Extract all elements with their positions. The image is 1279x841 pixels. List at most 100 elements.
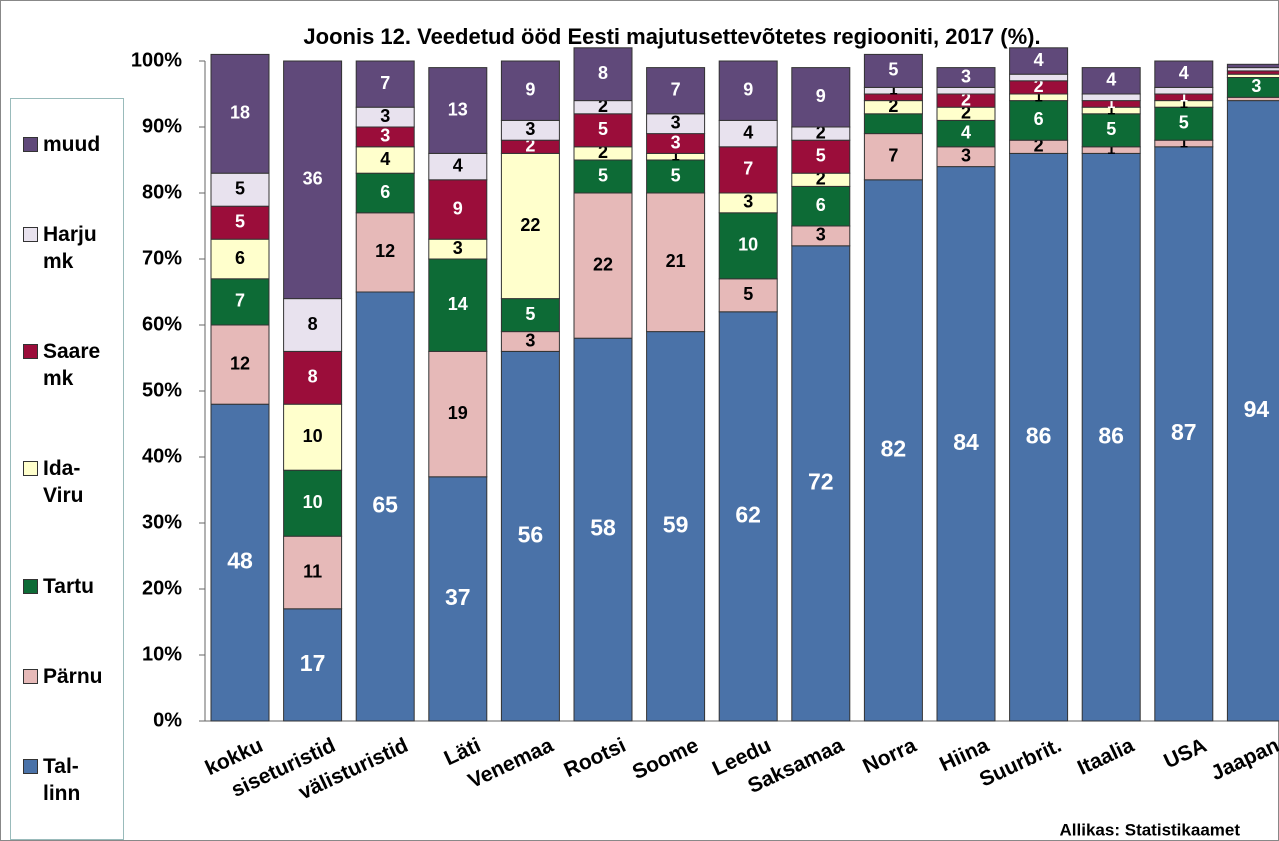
data-label: 48: [227, 548, 253, 574]
bar-segment: [1081, 152, 1141, 722]
data-label: 9: [525, 79, 535, 99]
data-label: 2: [598, 142, 608, 162]
data-label: 1: [1180, 95, 1188, 112]
bar-segment: [1009, 47, 1069, 75]
data-label: 4: [453, 155, 463, 175]
bar-segment: [573, 113, 633, 148]
data-label: 4: [1106, 70, 1116, 90]
data-label: 6: [816, 195, 826, 215]
data-label: 2: [1034, 136, 1044, 156]
bar-segment: [863, 113, 923, 135]
data-label: 1: [1180, 134, 1188, 151]
data-label: 3: [380, 106, 390, 126]
data-label: 22: [593, 254, 613, 274]
data-label: 1: [1107, 95, 1115, 112]
data-label: 3: [525, 330, 535, 350]
data-label: 2: [525, 136, 535, 156]
bar-segment: [936, 67, 996, 88]
data-label: 87: [1171, 419, 1197, 445]
data-label: 7: [743, 159, 753, 179]
data-label: 1: [1034, 88, 1042, 105]
legend: Tal-linn Pärnu Tartu Ida-Viru Saare mk Harju …: [10, 98, 124, 840]
bar-segment: [1154, 86, 1214, 95]
legend-swatch: [23, 226, 38, 242]
data-label: 82: [881, 435, 907, 461]
data-label: 11: [303, 561, 322, 581]
data-label: 6: [380, 182, 390, 202]
data-label: 2: [888, 96, 898, 116]
data-label: 7: [235, 291, 245, 311]
data-label: 5: [816, 145, 826, 165]
bar-segment: [1081, 93, 1141, 102]
legend-swatch: [23, 344, 38, 360]
bar-segment: [718, 60, 778, 121]
bar-segment: [500, 298, 560, 333]
data-label: 21: [666, 251, 686, 271]
data-label: 86: [1026, 422, 1052, 448]
data-label: 5: [1106, 119, 1116, 139]
legend-label: Harju mk: [43, 222, 97, 273]
data-label: 3: [453, 238, 463, 258]
bar-segment: [210, 172, 270, 207]
bar-segment: [428, 67, 488, 154]
data-label: 8: [308, 367, 318, 387]
data-label: 18: [230, 103, 250, 123]
legend-item: Harju mk: [11, 221, 123, 275]
bar-segment: [718, 119, 778, 148]
data-label: 36: [303, 169, 323, 189]
bar-segment: [573, 337, 633, 722]
bar-segment: [210, 205, 270, 240]
data-label: 5: [671, 165, 681, 185]
data-label: 9: [816, 86, 826, 106]
legend-swatch: [23, 759, 38, 775]
data-label: 19: [448, 403, 468, 423]
data-label: 4: [1179, 63, 1189, 83]
data-label: 4: [1034, 50, 1044, 70]
bar-segment: [355, 212, 415, 293]
bar-segment: [936, 86, 996, 95]
data-label: 10: [303, 492, 323, 512]
bar-segment: [1009, 73, 1069, 82]
bar-segment: [1154, 60, 1214, 88]
data-label: 2: [1034, 76, 1044, 96]
x-tick-label: Itaalia: [1074, 734, 1138, 780]
data-label: 14: [448, 294, 468, 314]
data-label: 9: [453, 198, 463, 218]
data-label: 1: [889, 82, 897, 99]
bar-segment: [210, 403, 270, 722]
y-tick-label: 20%: [142, 577, 182, 599]
data-label: 56: [518, 521, 544, 547]
data-label: 4: [961, 122, 971, 142]
bar-segment: [500, 350, 560, 722]
data-label: 3: [961, 145, 971, 165]
bar-segment: [1081, 67, 1141, 95]
bar-segment: [283, 535, 343, 610]
bar-segment: [500, 60, 560, 121]
source: Allikas: Statistikaamet: [1060, 820, 1241, 839]
bar-segment: [573, 47, 633, 102]
bar-segment: [646, 331, 706, 722]
bar-segment: [1081, 113, 1141, 148]
legend-item: muud: [11, 131, 123, 158]
data-label: 5: [598, 165, 608, 185]
data-label: 1: [1180, 88, 1188, 105]
data-label: 9: [743, 79, 753, 99]
y-tick-label: 100%: [131, 49, 182, 71]
y-tick-label: 50%: [142, 379, 182, 401]
bar-segment: [428, 258, 488, 352]
data-label: 84: [953, 429, 979, 455]
data-label: 65: [372, 492, 398, 518]
data-label: 7: [380, 73, 390, 93]
data-label: 72: [808, 468, 834, 494]
data-label: 94: [1244, 396, 1270, 422]
data-label: 62: [735, 501, 761, 527]
y-tick-label: 60%: [142, 313, 182, 335]
bar-segment: [718, 311, 778, 722]
bar-segment: [718, 146, 778, 194]
x-tick-label: USA: [1160, 734, 1210, 774]
bar-segment: [1009, 100, 1069, 141]
data-label: 5: [888, 60, 898, 80]
data-label: 5: [598, 119, 608, 139]
legend-swatch: [23, 461, 38, 477]
y-tick-label: 10%: [142, 643, 182, 665]
